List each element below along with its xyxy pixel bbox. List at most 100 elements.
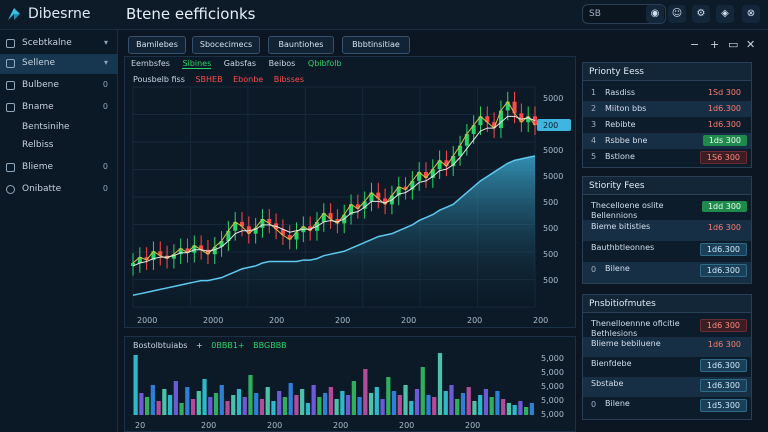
fee-row[interactable]: Thenelloennne oficitie Bethlesions 1d6 30… <box>583 317 751 338</box>
candle-body[interactable] <box>383 198 388 205</box>
volume-bar[interactable] <box>231 395 236 415</box>
volume-bar[interactable] <box>282 397 288 415</box>
candle-body[interactable] <box>131 263 135 266</box>
candle-body[interactable] <box>362 201 367 209</box>
volume-bar[interactable] <box>403 385 408 415</box>
volume-bar[interactable] <box>334 399 339 415</box>
legend-item[interactable]: Beibos <box>268 59 296 68</box>
volume-bar[interactable] <box>277 391 282 415</box>
candle-body[interactable] <box>458 145 463 156</box>
candle-body[interactable] <box>417 172 422 181</box>
volume-bar[interactable] <box>133 355 138 415</box>
legend-item[interactable]: Qbibfolb <box>307 59 342 68</box>
tab-1[interactable]: Sbocecimecs <box>192 36 260 54</box>
volume-bar[interactable] <box>150 385 155 415</box>
legend-item[interactable]: Sibines <box>182 59 212 69</box>
volume-bar[interactable] <box>351 381 356 415</box>
candle-body[interactable] <box>192 245 197 253</box>
volume-bar[interactable] <box>432 397 437 415</box>
volume-bar[interactable] <box>437 353 443 415</box>
volume-bar[interactable] <box>489 397 494 415</box>
volume-bar[interactable] <box>248 375 253 415</box>
volume-bar[interactable] <box>162 389 167 415</box>
volume-chart[interactable]: 5,000 5,000 5,000 5,000 5,000 20 200 200 200 200 2… <box>125 337 577 432</box>
volume-bar[interactable] <box>518 401 523 415</box>
candle-body[interactable] <box>219 241 224 247</box>
volume-bar[interactable] <box>529 403 534 415</box>
volume-bar[interactable] <box>208 397 213 415</box>
volume-bar[interactable] <box>225 401 230 415</box>
candle-body[interactable] <box>226 230 231 241</box>
volume-bar[interactable] <box>455 399 460 415</box>
volume-bar[interactable] <box>259 399 265 415</box>
candle-body[interactable] <box>512 101 517 114</box>
candle-body[interactable] <box>376 192 381 199</box>
candle-body[interactable] <box>240 221 245 227</box>
candle-body[interactable] <box>478 116 483 126</box>
volume-bar[interactable] <box>185 387 190 415</box>
volume-bar[interactable] <box>271 401 276 415</box>
volume-bar[interactable] <box>357 397 362 415</box>
candle-body[interactable] <box>492 122 497 129</box>
volume-bar[interactable] <box>144 397 150 415</box>
candle-body[interactable] <box>526 116 531 123</box>
candle-body[interactable] <box>294 232 299 240</box>
fee-row[interactable]: Sbstabe 1d6.300 <box>583 377 751 397</box>
sidebar-item-1[interactable]: Sellene ▾ <box>0 54 118 74</box>
volume-bar[interactable] <box>409 401 414 415</box>
maximize-icon[interactable]: ▭ <box>728 38 739 51</box>
fee-row[interactable]: Blieme bebiluene 1d6 300 <box>583 337 751 357</box>
minimize-icon[interactable]: − <box>690 38 700 51</box>
volume-bar[interactable] <box>501 399 506 415</box>
volume-bar[interactable] <box>317 397 322 415</box>
volume-bar[interactable] <box>374 387 379 415</box>
candle-body[interactable] <box>185 248 190 253</box>
volume-bar[interactable] <box>524 407 529 415</box>
candle-body[interactable] <box>430 169 435 178</box>
sidebar-item-6[interactable]: Blieme 0 <box>0 158 118 178</box>
fee-row[interactable]: 0 Bilene 1d6.300 <box>583 262 751 283</box>
volume-bar[interactable] <box>368 393 374 415</box>
fee-row[interactable]: 2 Miiton bbs 1d6.300 <box>583 101 751 117</box>
volume-bar[interactable] <box>391 391 397 415</box>
sidebar-subitem-5[interactable]: Relbiss <box>22 140 54 150</box>
volume-bar[interactable] <box>426 395 431 415</box>
candle-body[interactable] <box>280 229 285 236</box>
candle-body[interactable] <box>464 133 469 146</box>
candle-body[interactable] <box>171 254 176 259</box>
legend-item[interactable]: Gabsfas <box>223 59 257 68</box>
tab-3[interactable]: Bbbtinsitiae <box>342 36 410 54</box>
candle-body[interactable] <box>410 180 415 190</box>
price-chart[interactable]: 5000500050005000500500500500200200020002… <box>125 57 577 329</box>
volume-bar[interactable] <box>420 367 425 415</box>
sidebar-item-2[interactable]: Bulbene 0 <box>0 76 118 96</box>
volume-bar[interactable] <box>202 379 207 415</box>
volume-bar[interactable] <box>236 389 242 415</box>
candle-body[interactable] <box>519 113 524 123</box>
candle-body[interactable] <box>328 213 333 219</box>
volume-bar[interactable] <box>340 391 345 415</box>
volume-bar[interactable] <box>449 385 454 415</box>
volume-bar[interactable] <box>242 397 247 415</box>
volume-bar[interactable] <box>196 391 201 415</box>
candle-body[interactable] <box>321 213 326 222</box>
volume-bar[interactable] <box>190 399 196 415</box>
tab-2[interactable]: Bauntiohes <box>268 36 334 54</box>
close-icon[interactable]: ⊗ <box>742 5 760 23</box>
candle-body[interactable] <box>403 186 408 190</box>
volume-bar[interactable] <box>323 393 328 415</box>
volume-bar[interactable] <box>173 381 178 415</box>
fee-row[interactable]: Thecelloene oslite Bellennions 1dd 300 <box>583 199 751 220</box>
candle-body[interactable] <box>471 125 476 134</box>
candle-body[interactable] <box>485 116 490 123</box>
fee-row[interactable]: 1 Rasdiss 1Sd 300 <box>583 85 751 101</box>
volume-bar[interactable] <box>397 395 402 415</box>
candle-body[interactable] <box>444 160 449 167</box>
volume-bar[interactable] <box>305 403 311 415</box>
candle-body[interactable] <box>267 219 272 224</box>
fee-row[interactable]: 5 Bstlone 1S6 300 <box>583 149 751 165</box>
volume-bar[interactable] <box>345 395 351 415</box>
fee-row[interactable]: Bieme bitisties 1d6 300 <box>583 220 751 241</box>
volume-bar[interactable] <box>265 387 270 415</box>
candle-body[interactable] <box>212 246 217 255</box>
